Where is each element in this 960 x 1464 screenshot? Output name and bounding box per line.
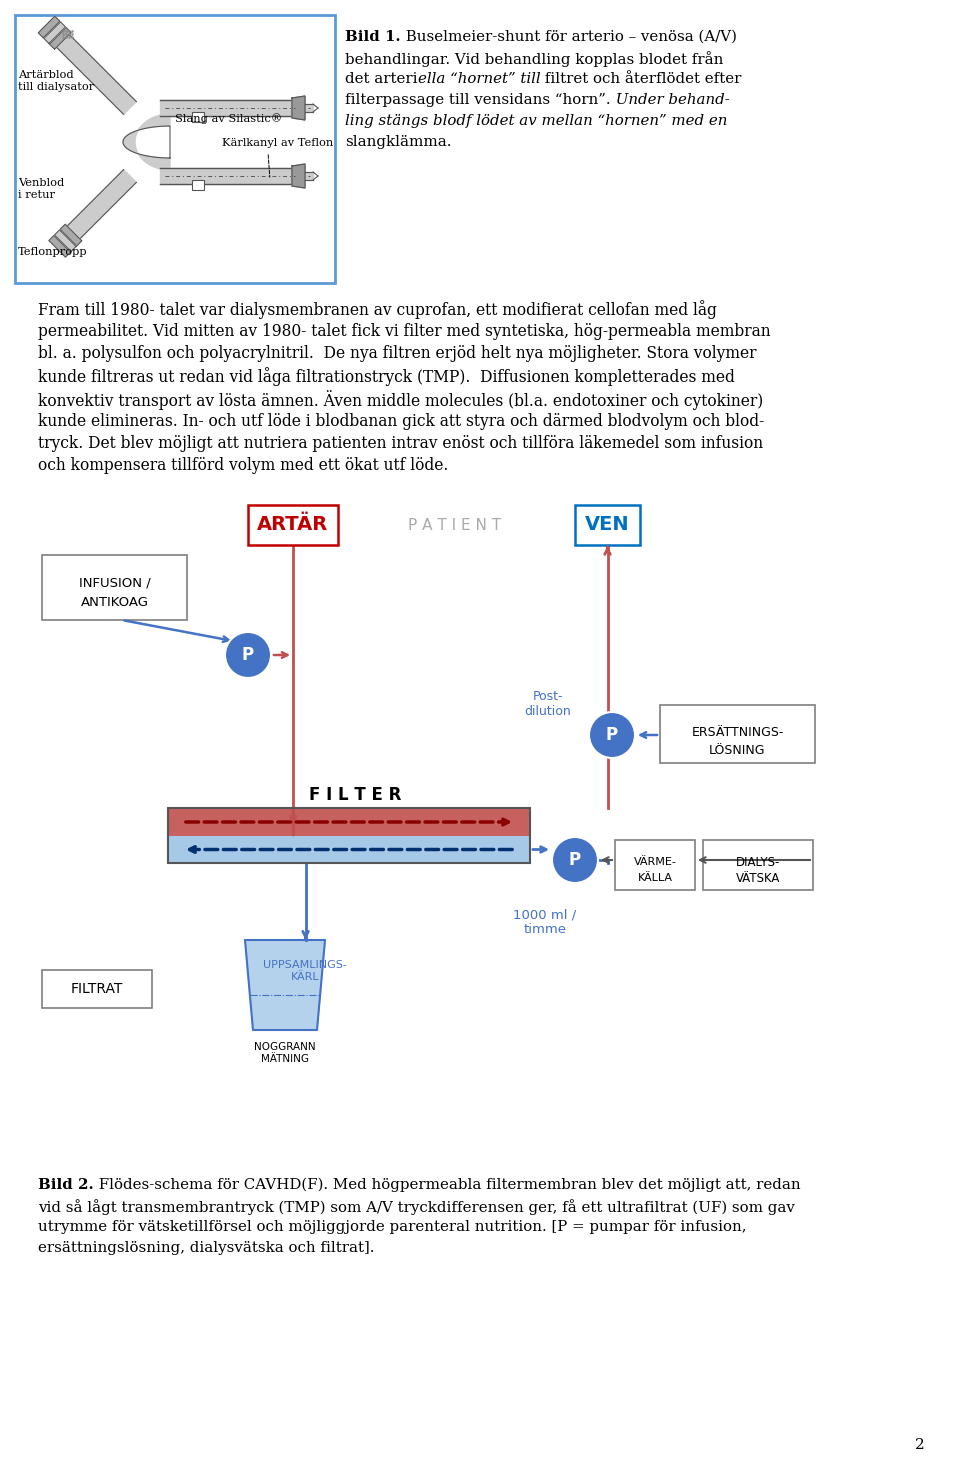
Polygon shape [160,168,300,184]
Text: permeabilitet. Vid mitten av 1980- talet fick vi filter med syntetiska, hög-perm: permeabilitet. Vid mitten av 1980- talet… [38,322,771,340]
Text: behandlingar. Vid behandling kopplas blodet från: behandlingar. Vid behandling kopplas blo… [345,51,724,67]
Text: kunde filtreras ut redan vid låga filtrationstryck (TMP).  Diffusionen komplette: kunde filtreras ut redan vid låga filtra… [38,367,734,386]
Polygon shape [160,100,300,116]
Text: INFUSION /: INFUSION / [79,577,151,590]
Bar [660,706,815,763]
Text: P A T I E N T: P A T I E N T [408,517,501,533]
Text: FILTRAT: FILTRAT [71,982,123,996]
Text: och kompensera tillförd volym med ett ökat utf löde.: och kompensera tillförd volym med ett ök… [38,457,448,474]
Text: DIALYS-: DIALYS- [735,855,780,868]
Text: ERSÄTTNINGS-: ERSÄTTNINGS- [691,726,783,739]
Text: Fram till 1980- talet var dialysmembranen av cuprofan, ett modifierat cellofan m: Fram till 1980- talet var dialysmembrane… [38,300,717,319]
Text: Bild 1.: Bild 1. [345,29,400,44]
Bar [192,113,204,122]
Bar [615,840,695,890]
Polygon shape [50,28,71,50]
Text: Kärlkanyl av Teflon: Kärlkanyl av Teflon [222,138,333,148]
Text: LÖSNING: LÖSNING [709,744,766,757]
Bar [168,808,530,836]
Polygon shape [245,940,325,1031]
Text: vid så lågt transmembrantryck (TMP) som A/V tryckdifferensen ger, få ett ultrafi: vid så lågt transmembrantryck (TMP) som … [38,1199,795,1215]
Text: KÄLLA: KÄLLA [637,873,673,883]
Bar [15,15,335,283]
Text: slangklämma.: slangklämma. [345,135,451,149]
Bar [703,840,813,890]
Bar [192,180,204,190]
Text: Slang av Silastic®: Slang av Silastic® [175,113,282,124]
Text: ella “hornet” till: ella “hornet” till [418,72,540,86]
Text: kunde elimineras. In- och utf löde i blodbanan gick att styra och därmed blodvol: kunde elimineras. In- och utf löde i blo… [38,413,764,429]
Text: filtret och återflödet efter: filtret och återflödet efter [540,72,741,86]
Bar [575,505,640,545]
Text: F I L T E R: F I L T E R [309,786,401,804]
Text: tryck. Det blev möjligt att nutriera patienten intrav enöst och tillföra läkemed: tryck. Det blev möjligt att nutriera pat… [38,435,763,452]
Text: Under behand-: Under behand- [611,94,730,107]
Text: Post-
dilution: Post- dilution [524,690,571,717]
Text: bl. a. polysulfon och polyacrylnitril.  De nya filtren erjöd helt nya möjlighete: bl. a. polysulfon och polyacrylnitril. D… [38,346,756,362]
Polygon shape [55,230,76,252]
Polygon shape [49,236,70,258]
Bar [168,836,530,862]
Text: Flödes-schema för CAVHD(F). Med högpermeabla filtermembran blev det möjligt att,: Flödes-schema för CAVHD(F). Med högperme… [94,1179,801,1192]
Polygon shape [38,16,60,38]
Polygon shape [305,171,313,180]
Text: 1000 ml /
timme: 1000 ml / timme [514,908,577,935]
Text: P: P [242,646,254,665]
Text: UPPSAMLINGS-
KÄRL: UPPSAMLINGS- KÄRL [263,960,347,981]
Polygon shape [292,164,305,187]
Bar [42,555,187,619]
Text: P: P [569,851,581,870]
Text: Artärblod
till dialysator: Artärblod till dialysator [18,70,94,92]
Text: ersättningslösning, dialysvätska och filtrat].: ersättningslösning, dialysvätska och fil… [38,1241,374,1255]
Polygon shape [44,22,65,44]
Bar [42,971,152,1009]
Text: det arteri: det arteri [345,72,418,86]
Text: Buselmeier-shunt för arterio – venösa (A/V): Buselmeier-shunt för arterio – venösa (A… [400,29,736,44]
Text: VÄRME-: VÄRME- [634,856,677,867]
Polygon shape [67,170,136,239]
Circle shape [552,837,598,883]
Text: utrymme för vätsketillförsel och möjliggjorde parenteral nutrition. [P = pumpar : utrymme för vätsketillförsel och möjligg… [38,1220,747,1234]
Text: NOGGRANN
MÄTNING: NOGGRANN MÄTNING [254,1042,316,1064]
Text: Venblod
i retur: Venblod i retur [18,179,64,199]
Text: konvektiv transport av lösta ämnen. Även middle molecules (bl.a. endotoxiner och: konvektiv transport av lösta ämnen. Även… [38,389,763,410]
Circle shape [225,632,271,678]
Circle shape [589,712,635,758]
Text: ling stängs blodf lödet av mellan “hornen” med en: ling stängs blodf lödet av mellan “horne… [345,114,728,127]
Text: Teflonpropp: Teflonpropp [18,247,87,258]
Polygon shape [305,104,313,113]
Text: 2: 2 [915,1438,924,1452]
Text: filterpassage till vensidans “horn”.: filterpassage till vensidans “horn”. [345,94,611,107]
Polygon shape [57,35,136,114]
Text: VEN: VEN [586,515,630,534]
Polygon shape [60,224,82,246]
Polygon shape [123,114,170,170]
Text: Bild 2.: Bild 2. [38,1179,94,1192]
Polygon shape [292,97,305,120]
Bar [248,505,338,545]
Text: P: P [606,726,618,744]
Text: VÄTSKA: VÄTSKA [735,871,780,884]
Text: ANTIKOAG: ANTIKOAG [81,596,149,609]
Bar [168,808,530,862]
Text: ARTÄR: ARTÄR [257,515,328,534]
